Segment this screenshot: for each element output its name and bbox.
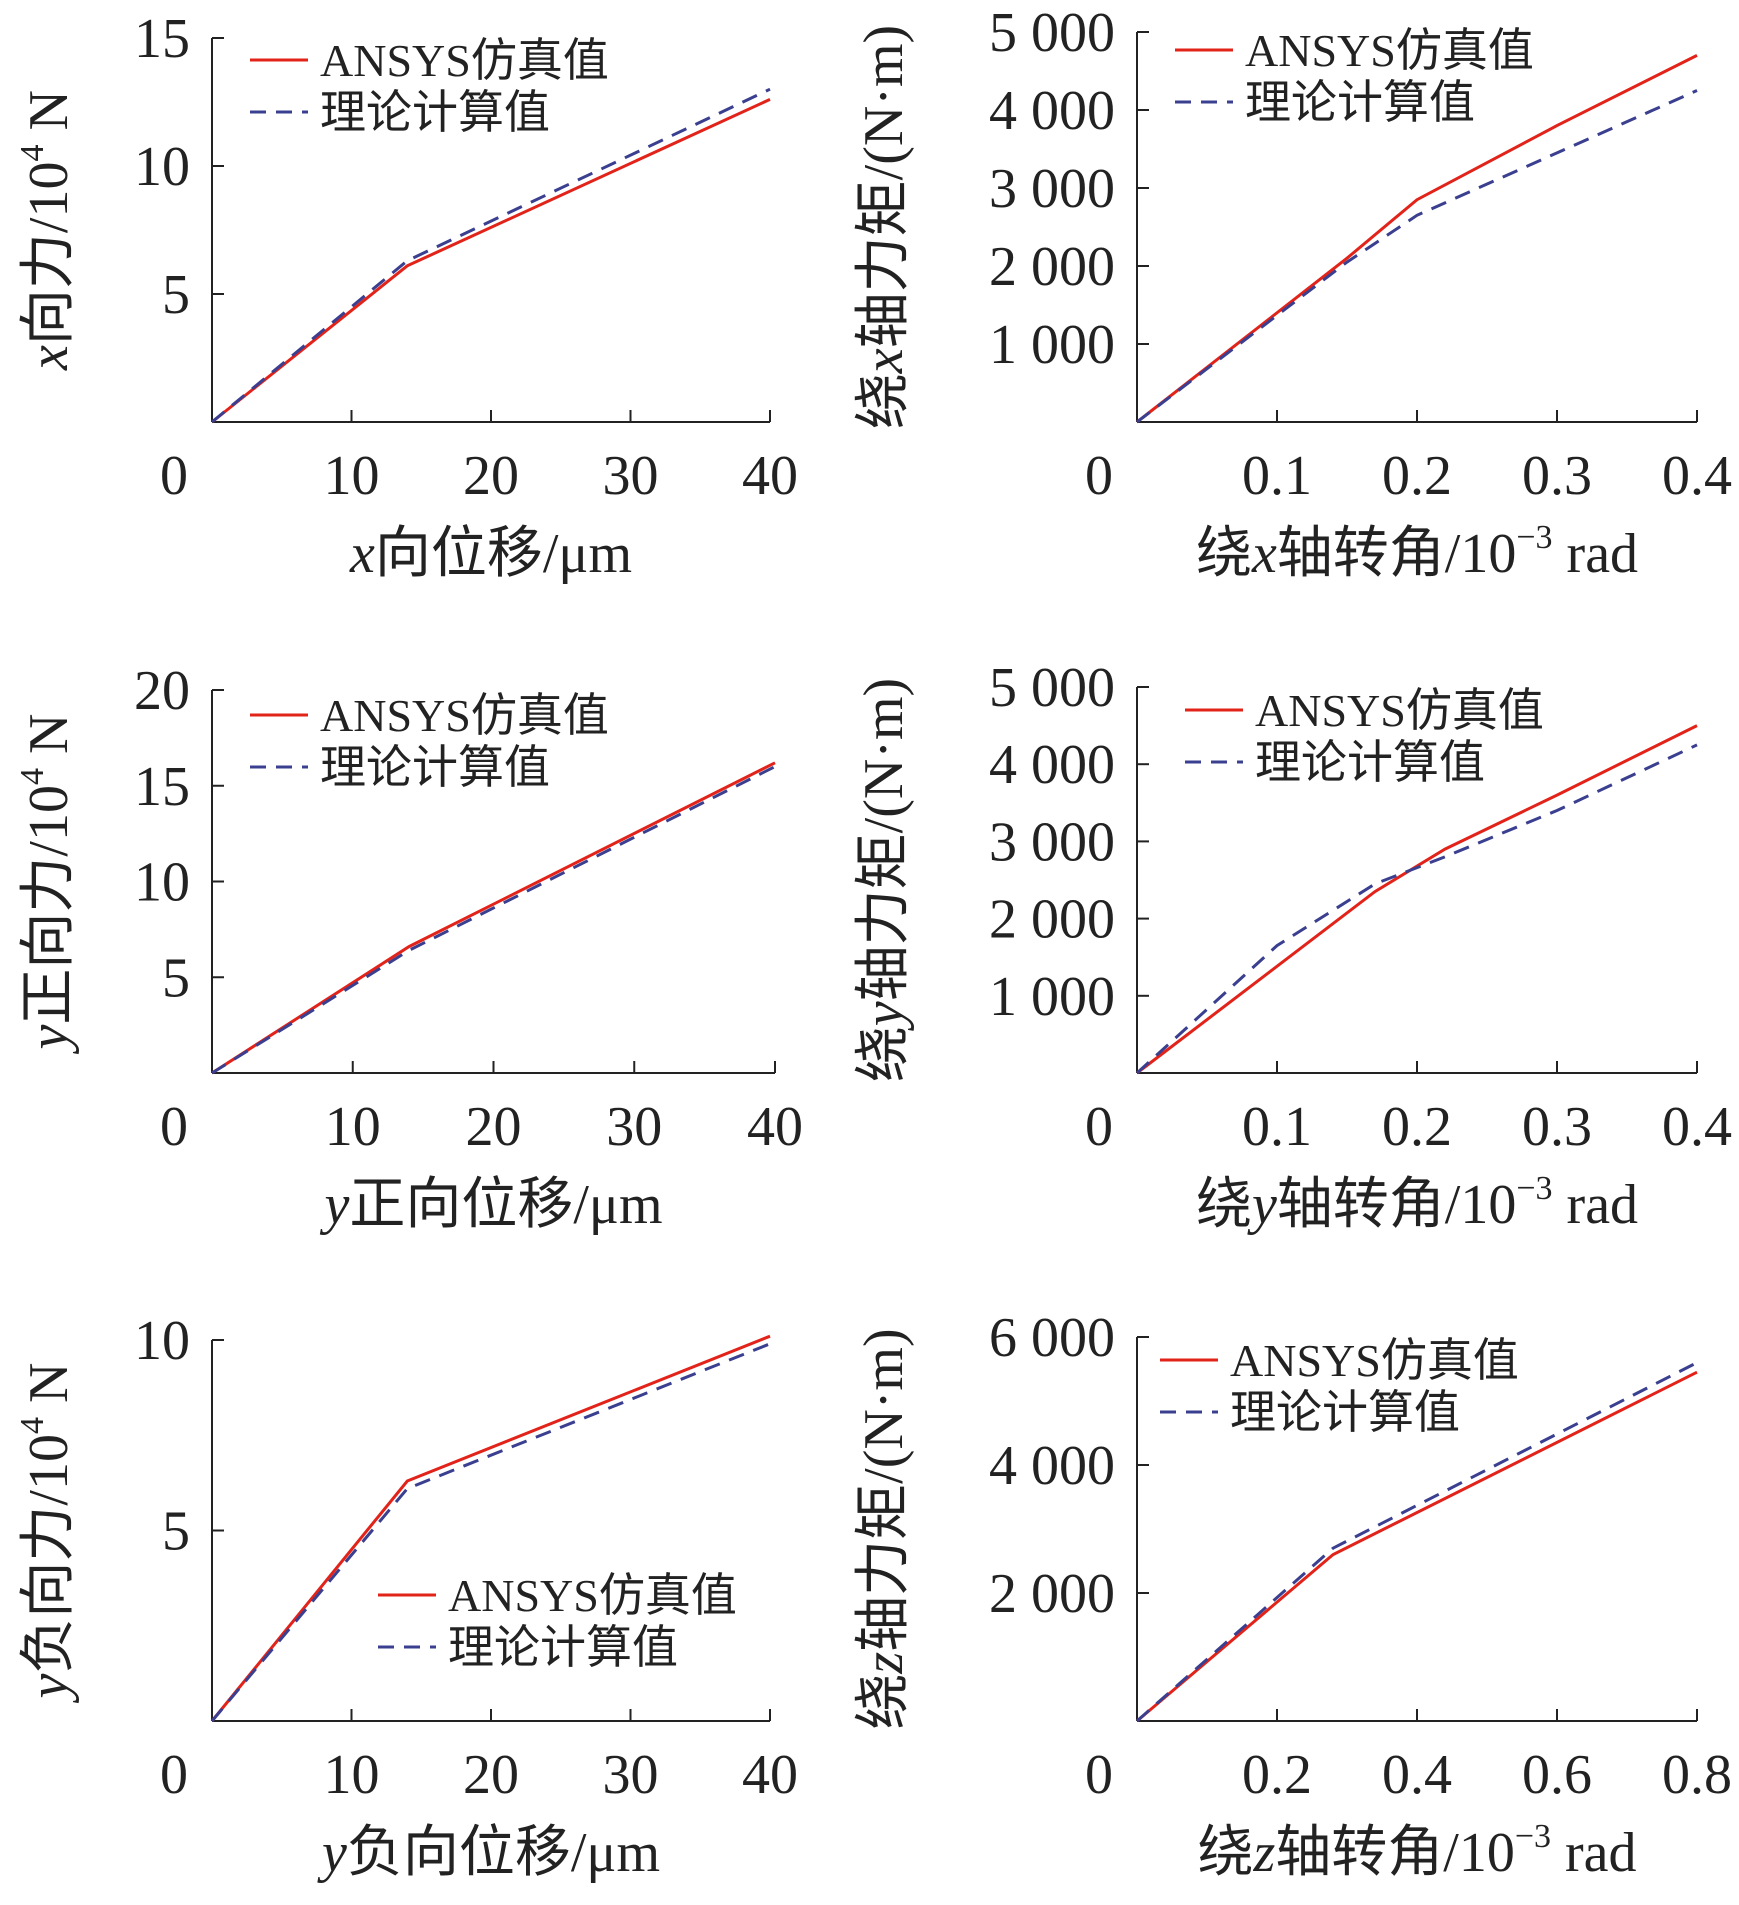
x-tick-label: 0 xyxy=(160,1096,188,1158)
x-tick-label: 30 xyxy=(603,1744,659,1806)
x-tick-label: 0.4 xyxy=(1662,445,1732,507)
y-tick-label: 5 xyxy=(162,264,190,326)
x-tick-label: 40 xyxy=(742,1744,798,1806)
x-tick-label: 0.3 xyxy=(1522,445,1592,507)
x-tick-label: 0.2 xyxy=(1242,1744,1312,1806)
y-tick-label: 5 xyxy=(162,947,190,1009)
legend-label: ANSYS仿真值 xyxy=(1245,25,1534,76)
x-axis-label: 绕z轴转角/10−3 rad xyxy=(1197,1818,1636,1884)
x-tick-label: 0 xyxy=(1085,1744,1113,1806)
y-tick-label: 10 xyxy=(134,136,190,198)
series-line-theory xyxy=(1136,89,1698,424)
x-axis-label: x向位移/μm xyxy=(349,523,632,585)
x-tick-label: 20 xyxy=(463,1744,519,1806)
y-tick-label: 2 000 xyxy=(989,889,1115,951)
legend-label: 理论计算值 xyxy=(448,1622,678,1673)
y-axis-label: 绕z轴力矩/(N·m) xyxy=(853,1328,915,1729)
legend-label: 理论计算值 xyxy=(320,742,550,793)
y-tick-label: 5 000 xyxy=(989,2,1115,64)
legend-label: ANSYS仿真值 xyxy=(320,35,609,86)
y-axis-label: 绕y轴力矩/(N·m) xyxy=(853,678,915,1082)
x-tick-label: 0.1 xyxy=(1242,445,1312,507)
legend-label: 理论计算值 xyxy=(1245,77,1475,128)
legend-label: ANSYS仿真值 xyxy=(320,690,609,741)
x-axis-label: y负向位移/μm xyxy=(317,1822,660,1884)
x-tick-label: 0 xyxy=(1085,1096,1113,1158)
y-axis-label: x向力/104 N xyxy=(14,90,80,371)
y-tick-label: 10 xyxy=(134,852,190,914)
chart-panel-x-moment: 0 0.1 0.2 0.3 0.4 1 000 2 000 3 000 4 000 5 000 AN… xyxy=(853,2,1732,585)
y-axis-label: 绕x轴力矩/(N·m) xyxy=(853,25,915,429)
x-tick-label: 30 xyxy=(603,445,659,507)
chart-panel-y-moment: 0 0.1 0.2 0.3 0.4 1 000 2 000 3 000 4 000 5 000 AN… xyxy=(853,657,1732,1236)
legend-label: ANSYS仿真值 xyxy=(1230,1335,1519,1386)
y-tick-label: 5 xyxy=(162,1501,190,1563)
x-tick-label: 0 xyxy=(160,1744,188,1806)
series-line-theory xyxy=(1136,1361,1698,1723)
legend-label: ANSYS仿真值 xyxy=(448,1570,737,1621)
series-line-ansys xyxy=(1136,724,1698,1075)
chart-panel-z-moment: 0 0.2 0.4 0.6 0.8 2 000 4 000 6 000 ANSYS仿真值理论计算… xyxy=(853,1307,1732,1884)
x-tick-label: 20 xyxy=(463,445,519,507)
y-tick-label: 1 000 xyxy=(989,314,1115,376)
series-line-theory xyxy=(211,87,771,424)
x-tick-label: 10 xyxy=(325,1096,381,1158)
x-tick-label: 0 xyxy=(160,445,188,507)
y-tick-label: 4 000 xyxy=(989,80,1115,142)
y-tick-label: 15 xyxy=(134,756,190,818)
series-line-ansys xyxy=(1136,1370,1698,1723)
y-tick-label: 2 000 xyxy=(989,1563,1115,1625)
y-tick-label: 3 000 xyxy=(989,158,1115,220)
x-axis-label: y正向位移/μm xyxy=(320,1174,663,1236)
legend-label: ANSYS仿真值 xyxy=(1255,685,1544,736)
x-tick-label: 10 xyxy=(324,1744,380,1806)
y-tick-label: 3 000 xyxy=(989,811,1115,873)
x-tick-label: 0 xyxy=(1085,445,1113,507)
x-tick-label: 30 xyxy=(606,1096,662,1158)
x-tick-label: 20 xyxy=(466,1096,522,1158)
series-line-ansys xyxy=(210,1334,771,1722)
x-tick-label: 10 xyxy=(324,445,380,507)
series-line-theory xyxy=(211,765,776,1075)
x-tick-label: 0.4 xyxy=(1662,1096,1732,1158)
y-tick-label: 15 xyxy=(134,8,190,70)
y-tick-label: 1 000 xyxy=(989,966,1115,1028)
x-tick-label: 0.2 xyxy=(1382,1096,1452,1158)
x-tick-label: 0.1 xyxy=(1242,1096,1312,1158)
x-tick-label: 40 xyxy=(742,445,798,507)
x-tick-label: 0.8 xyxy=(1662,1744,1732,1806)
x-tick-label: 0.2 xyxy=(1382,445,1452,507)
x-axis-label: 绕x轴转角/10−3 rad xyxy=(1196,519,1638,585)
y-tick-label: 6 000 xyxy=(989,1307,1115,1369)
series-line-theory xyxy=(1135,743,1698,1075)
y-tick-label: 2 000 xyxy=(989,236,1115,298)
legend-label: 理论计算值 xyxy=(1230,1387,1460,1438)
y-tick-label: 20 xyxy=(134,660,190,722)
series-line-ansys xyxy=(1136,54,1698,424)
y-tick-label: 4 000 xyxy=(989,734,1115,796)
x-tick-label: 0.4 xyxy=(1382,1744,1452,1806)
legend-label: 理论计算值 xyxy=(320,87,550,138)
y-tick-label: 10 xyxy=(134,1310,190,1372)
x-tick-label: 40 xyxy=(747,1096,803,1158)
x-tick-label: 0.3 xyxy=(1522,1096,1592,1158)
y-tick-label: 4 000 xyxy=(989,1435,1115,1497)
y-axis-label: y正向力/104 N xyxy=(14,714,80,1055)
x-axis-label: 绕y轴转角/10−3 rad xyxy=(1196,1170,1638,1236)
legend-label: 理论计算值 xyxy=(1255,737,1485,788)
series-line-ansys xyxy=(211,98,771,424)
y-tick-label: 5 000 xyxy=(989,657,1115,719)
y-axis-label: y负向力/104 N xyxy=(14,1363,80,1704)
x-tick-label: 0.6 xyxy=(1522,1744,1592,1806)
